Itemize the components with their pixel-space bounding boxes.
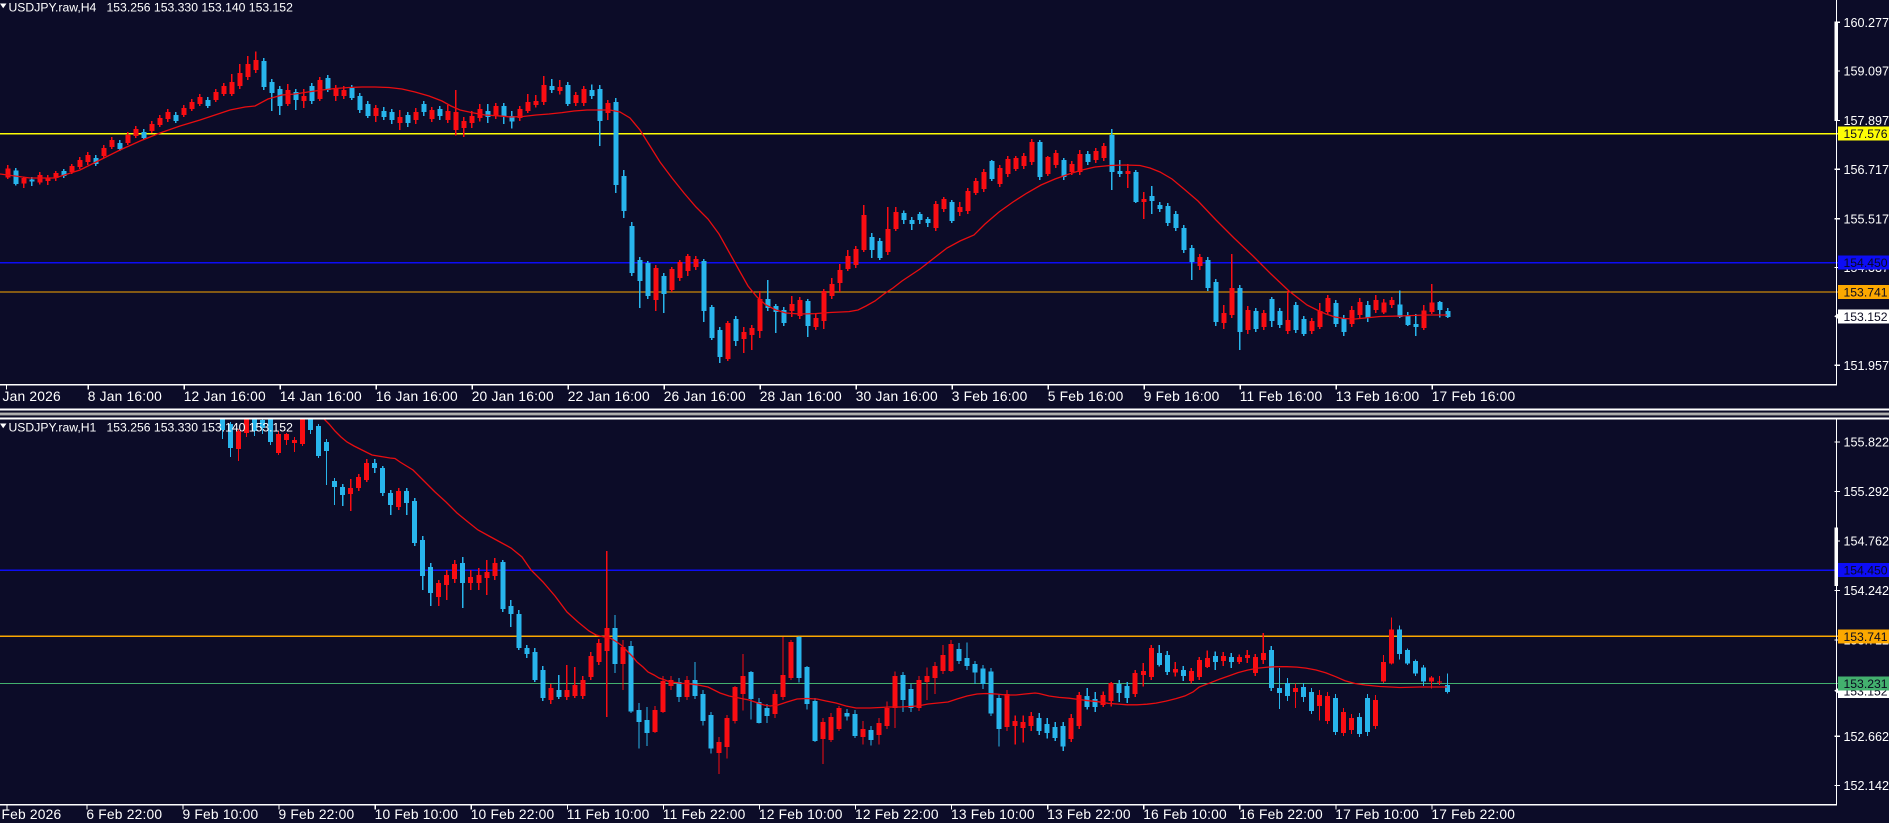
svg-text:11 Feb 10:00: 11 Feb 10:00 — [567, 807, 650, 822]
svg-text:154.762: 154.762 — [1844, 535, 1889, 549]
svg-text:22 Jan 16:00: 22 Jan 16:00 — [568, 389, 650, 404]
svg-text:Feb 2026: Feb 2026 — [2, 807, 62, 822]
svg-text:3 Feb 16:00: 3 Feb 16:00 — [952, 389, 1028, 404]
svg-text:13 Feb 22:00: 13 Feb 22:00 — [1047, 807, 1131, 822]
svg-text:USDJPY.raw,H4 153.256 153.33: USDJPY.raw,H4 153.256 153.330 153.140 15… — [9, 0, 294, 14]
svg-text:153.741: 153.741 — [1844, 286, 1888, 300]
svg-text:151.957: 151.957 — [1844, 359, 1889, 373]
svg-text:28 Jan 16:00: 28 Jan 16:00 — [760, 389, 842, 404]
svg-text:USDJPY.raw,H1 153.256 153.33: USDJPY.raw,H1 153.256 153.330 153.140 15… — [9, 420, 294, 434]
svg-text:13 Feb 10:00: 13 Feb 10:00 — [951, 807, 1035, 822]
svg-text:12 Feb 22:00: 12 Feb 22:00 — [855, 807, 939, 822]
svg-text:154.242: 154.242 — [1844, 584, 1889, 598]
svg-text:8 Jan 16:00: 8 Jan 16:00 — [88, 389, 162, 404]
svg-text:5 Feb 16:00: 5 Feb 16:00 — [1048, 389, 1124, 404]
svg-text:153.741: 153.741 — [1844, 630, 1888, 644]
svg-text:159.097: 159.097 — [1844, 65, 1889, 79]
svg-text:152.662: 152.662 — [1844, 730, 1889, 744]
svg-text:14 Jan 16:00: 14 Jan 16:00 — [280, 389, 362, 404]
svg-text:10 Feb 10:00: 10 Feb 10:00 — [375, 807, 459, 822]
svg-text:16 Feb 10:00: 16 Feb 10:00 — [1143, 807, 1227, 822]
svg-text:155.822: 155.822 — [1844, 436, 1889, 450]
svg-text:17 Feb 22:00: 17 Feb 22:00 — [1431, 807, 1515, 822]
svg-text:10 Feb 22:00: 10 Feb 22:00 — [471, 807, 555, 822]
svg-text:9 Feb 10:00: 9 Feb 10:00 — [183, 807, 259, 822]
svg-text:9 Feb 22:00: 9 Feb 22:00 — [279, 807, 355, 822]
svg-text:20 Jan 16:00: 20 Jan 16:00 — [472, 389, 554, 404]
svg-text:11 Feb 22:00: 11 Feb 22:00 — [663, 807, 746, 822]
svg-text:9 Feb 16:00: 9 Feb 16:00 — [1144, 389, 1220, 404]
svg-text:153.231: 153.231 — [1844, 677, 1888, 691]
svg-text:12 Jan 16:00: 12 Jan 16:00 — [184, 389, 266, 404]
svg-text:157.897: 157.897 — [1844, 114, 1889, 128]
svg-text:155.292: 155.292 — [1844, 485, 1889, 499]
svg-text:13 Feb 16:00: 13 Feb 16:00 — [1336, 389, 1420, 404]
svg-text:30 Jan 16:00: 30 Jan 16:00 — [856, 389, 938, 404]
svg-text:17 Feb 10:00: 17 Feb 10:00 — [1335, 807, 1419, 822]
svg-text:17 Feb 16:00: 17 Feb 16:00 — [1432, 389, 1516, 404]
svg-text:6 Feb 22:00: 6 Feb 22:00 — [86, 807, 162, 822]
svg-text:156.717: 156.717 — [1844, 163, 1889, 177]
svg-text:16 Jan 16:00: 16 Jan 16:00 — [376, 389, 458, 404]
svg-text:157.576: 157.576 — [1844, 127, 1888, 141]
svg-text:160.277: 160.277 — [1844, 16, 1889, 30]
svg-text:11 Feb 16:00: 11 Feb 16:00 — [1240, 389, 1323, 404]
svg-text:155.517: 155.517 — [1844, 212, 1889, 226]
svg-text:153.152: 153.152 — [1844, 310, 1888, 324]
svg-text:26 Jan 16:00: 26 Jan 16:00 — [664, 389, 746, 404]
svg-text:12 Feb 10:00: 12 Feb 10:00 — [759, 807, 843, 822]
svg-text:154.450: 154.450 — [1844, 564, 1888, 578]
svg-text:16 Feb 22:00: 16 Feb 22:00 — [1239, 807, 1323, 822]
svg-text:152.142: 152.142 — [1844, 779, 1889, 793]
svg-text:154.450: 154.450 — [1844, 256, 1888, 270]
svg-text:Jan 2026: Jan 2026 — [3, 389, 61, 404]
